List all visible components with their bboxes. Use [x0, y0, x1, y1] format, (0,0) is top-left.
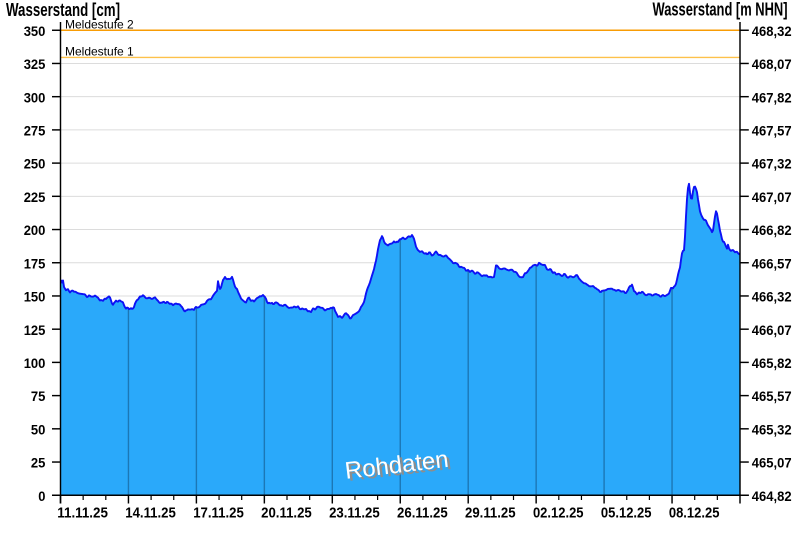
svg-text:466,07: 466,07 — [752, 322, 792, 338]
svg-text:26.11.25: 26.11.25 — [397, 504, 448, 521]
svg-text:250: 250 — [24, 156, 46, 172]
svg-text:466,57: 466,57 — [752, 255, 792, 271]
svg-text:08.12.25: 08.12.25 — [669, 504, 720, 521]
svg-text:467,07: 467,07 — [752, 189, 792, 205]
svg-text:275: 275 — [24, 122, 46, 138]
svg-text:466,82: 466,82 — [752, 222, 792, 238]
svg-text:23.11.25: 23.11.25 — [329, 504, 380, 521]
svg-text:466,32: 466,32 — [752, 289, 792, 305]
svg-text:175: 175 — [24, 255, 46, 271]
svg-text:467,82: 467,82 — [752, 89, 792, 105]
svg-text:200: 200 — [24, 222, 46, 238]
svg-text:75: 75 — [31, 388, 46, 404]
svg-text:20.11.25: 20.11.25 — [261, 504, 312, 521]
svg-text:29.11.25: 29.11.25 — [465, 504, 516, 521]
svg-text:467,57: 467,57 — [752, 122, 792, 138]
svg-text:468,07: 468,07 — [752, 56, 792, 72]
svg-text:465,57: 465,57 — [752, 388, 792, 404]
svg-text:300: 300 — [24, 89, 46, 105]
svg-text:350: 350 — [24, 23, 46, 39]
svg-text:225: 225 — [24, 189, 46, 205]
svg-text:11.11.25: 11.11.25 — [57, 504, 108, 521]
svg-text:0: 0 — [38, 488, 45, 504]
svg-text:465,82: 465,82 — [752, 355, 792, 371]
svg-text:150: 150 — [24, 289, 46, 305]
svg-text:17.11.25: 17.11.25 — [193, 504, 244, 521]
svg-text:125: 125 — [24, 322, 46, 338]
svg-text:25: 25 — [31, 455, 46, 471]
svg-text:100: 100 — [24, 355, 46, 371]
svg-text:Meldestufe 2: Meldestufe 2 — [65, 17, 134, 31]
svg-text:465,32: 465,32 — [752, 421, 792, 437]
svg-text:464,82: 464,82 — [752, 488, 792, 504]
svg-text:468,32: 468,32 — [752, 23, 792, 39]
svg-text:Wasserstand [m NHN]: Wasserstand [m NHN] — [653, 0, 788, 20]
svg-text:14.11.25: 14.11.25 — [125, 504, 176, 521]
svg-text:467,32: 467,32 — [752, 156, 792, 172]
svg-text:05.12.25: 05.12.25 — [601, 504, 652, 521]
svg-text:Meldestufe 1: Meldestufe 1 — [65, 45, 134, 59]
svg-text:50: 50 — [31, 421, 46, 437]
svg-text:325: 325 — [24, 56, 46, 72]
svg-text:02.12.25: 02.12.25 — [533, 504, 584, 521]
svg-text:465,07: 465,07 — [752, 455, 792, 471]
svg-text:Wasserstand [cm]: Wasserstand [cm] — [6, 0, 120, 20]
